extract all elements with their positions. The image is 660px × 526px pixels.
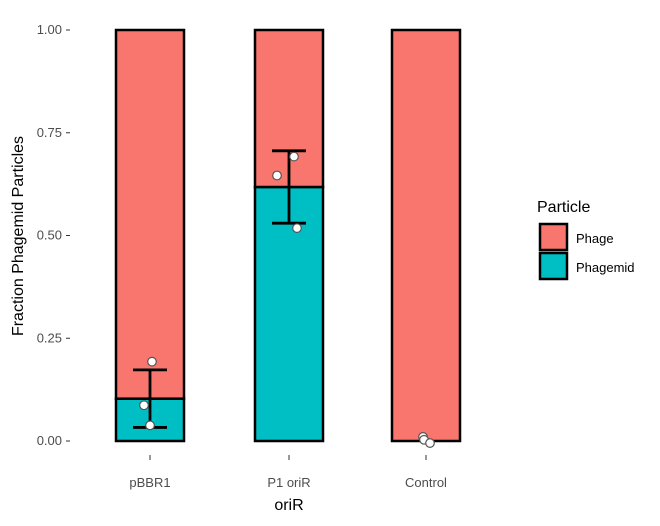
y-tick-label: 0.50 [37, 228, 62, 243]
y-axis: 0.00 0.25 0.50 0.75 1.00 [37, 22, 70, 448]
bar-phage-pbbr1 [114, 28, 186, 400]
x-axis-title: oriR [274, 497, 303, 514]
data-point-pbbr1 [145, 420, 155, 431]
y-tick-label: 0.00 [37, 433, 62, 448]
y-tick-label: 0.75 [37, 125, 62, 140]
legend-label-phage: Phage [576, 231, 614, 246]
data-point-pbbr1 [147, 356, 157, 367]
data-point-pbbr1 [139, 400, 149, 411]
points-layer [139, 151, 435, 448]
data-point-p1-orir [292, 223, 302, 234]
legend: Particle Phage Phagemid [537, 199, 635, 281]
x-tick-label-p1-orir: P1 oriR [267, 475, 310, 490]
data-point-control [425, 438, 435, 448]
legend-key-phage [538, 222, 569, 252]
data-point-p1-orir [289, 151, 299, 162]
bar-phagemid-p1-orir [253, 185, 325, 443]
x-axis: pBBR1 P1 oriR Control [129, 455, 447, 490]
bar-phage-control [390, 28, 462, 443]
y-tick-label: 1.00 [37, 22, 62, 37]
x-tick-label-control: Control [405, 475, 447, 490]
y-tick-label: 0.25 [37, 330, 62, 345]
legend-key-phagemid [538, 251, 569, 281]
bars-layer [114, 28, 462, 443]
error-bar-p1-orir [272, 149, 306, 225]
y-axis-title: Fraction Phagemid Particles [10, 136, 27, 336]
data-point-p1-orir [272, 170, 282, 181]
legend-label-phagemid: Phagemid [576, 260, 635, 275]
legend-title: Particle [537, 199, 590, 216]
x-tick-label-pbbr1: pBBR1 [129, 475, 170, 490]
